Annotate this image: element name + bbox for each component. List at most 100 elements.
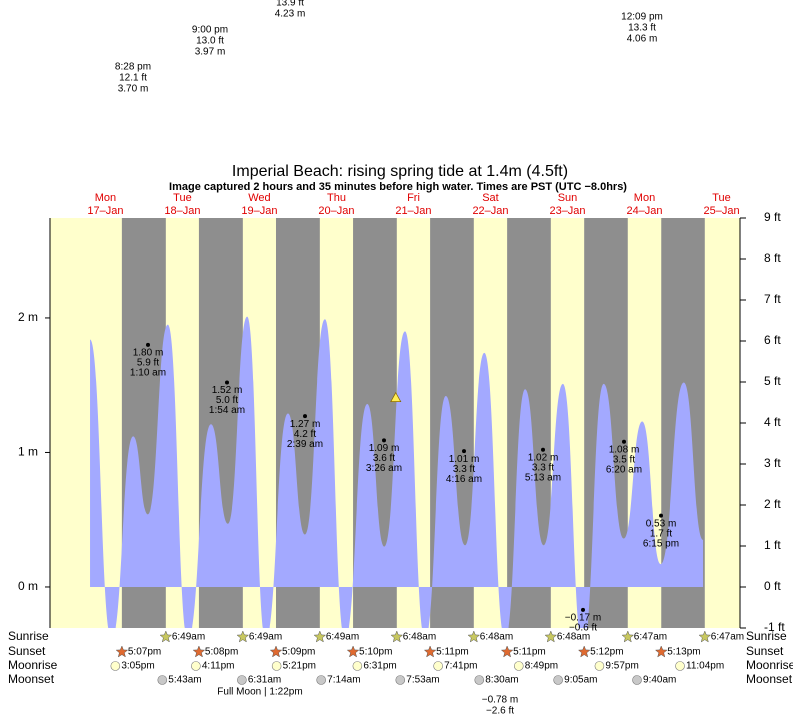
- low-ft-label: 5.0 ft: [216, 395, 238, 406]
- day-name: Wed: [248, 192, 270, 204]
- low-m-label: 1.27 m: [290, 419, 321, 430]
- row-label: Moonrise: [8, 658, 58, 672]
- sunset-time: 5:13pm: [667, 647, 700, 658]
- moonset-time: 7:53am: [406, 675, 439, 686]
- day-date: 19–Jan: [241, 205, 277, 217]
- high-m-label: 3.70 m: [118, 84, 149, 95]
- high-ft-label: 13.3 ft: [628, 23, 656, 34]
- moonrise-time: 11:04pm: [686, 661, 724, 672]
- sun-icon: [467, 630, 481, 643]
- sunset-time: 5:09pm: [282, 647, 315, 658]
- now-marker: [390, 391, 402, 403]
- low-ft-label: −0.6 ft: [569, 622, 597, 633]
- day-name: Tue: [173, 192, 192, 204]
- day-name: Tue: [712, 192, 731, 204]
- low-m-label: 1.09 m: [369, 443, 400, 454]
- low-dot: [146, 342, 150, 347]
- y2-tick-label: 8 ft: [764, 251, 781, 265]
- moonrise-icon: [191, 661, 201, 671]
- sunrise-time: 6:48am: [480, 632, 513, 643]
- low-dot: [462, 449, 466, 454]
- low-m-label: −0.17 m: [565, 612, 601, 623]
- row-label: Sunset: [8, 644, 46, 658]
- low-ft-label: 4.2 ft: [294, 429, 316, 440]
- low-dot: [382, 438, 386, 443]
- low-time-label: 1:54 am: [209, 405, 245, 416]
- moonset-icon: [237, 675, 247, 685]
- moonrise-time: 5:21pm: [283, 661, 316, 672]
- moonrise-icon: [271, 661, 282, 671]
- day-date: 21–Jan: [395, 205, 431, 217]
- low-time-label: 6:15 pm: [643, 538, 679, 549]
- sun-icon: [390, 630, 404, 643]
- day-name: Sat: [482, 192, 499, 204]
- y2-tick-label: 2 ft: [764, 497, 781, 511]
- off-low-ft: −2.6 ft: [486, 706, 514, 714]
- moonset-icon: [157, 675, 168, 685]
- sun-icon: [192, 645, 206, 658]
- low-time-label: 1:10 am: [130, 367, 166, 378]
- y2-tick-label: 9 ft: [764, 210, 781, 224]
- moonset-icon: [553, 675, 563, 685]
- moonset-time: 9:40am: [643, 675, 676, 686]
- sun-icon: [346, 645, 360, 658]
- moonset-time: 8:30am: [485, 675, 518, 686]
- moonrise-time: 4:11pm: [202, 661, 235, 672]
- high-ft-label: 12.1 ft: [119, 73, 147, 84]
- chart-subtitle: Image captured 2 hours and 35 minutes be…: [169, 181, 627, 193]
- y-tick-label: 0 m: [18, 579, 38, 593]
- high-ft-label: 13.0 ft: [196, 36, 224, 47]
- sunset-time: 5:12pm: [590, 647, 623, 658]
- row-label: Moonset: [746, 672, 793, 686]
- row-label: Moonrise: [746, 658, 793, 672]
- full-moon-note: Full Moon | 1:22pm: [217, 687, 302, 698]
- high-time-label: 9:00 pm: [192, 25, 228, 36]
- low-m-label: 1.52 m: [212, 385, 243, 396]
- sun-icon: [269, 645, 283, 658]
- low-ft-label: 1.7 ft: [650, 528, 672, 539]
- sun-icon: [423, 645, 437, 658]
- moonset-time: 7:14am: [327, 675, 360, 686]
- low-dot: [225, 380, 229, 385]
- moonrise-icon: [594, 661, 605, 671]
- moonset-icon: [632, 675, 642, 685]
- low-dot: [541, 447, 545, 452]
- y2-tick-label: 6 ft: [764, 333, 781, 347]
- moonset-icon: [395, 675, 406, 685]
- sunrise-time: 6:48am: [403, 632, 436, 643]
- y2-tick-label: 7 ft: [764, 292, 781, 306]
- low-m-label: 1.08 m: [609, 444, 640, 455]
- day-date: 17–Jan: [87, 205, 123, 217]
- sun-icon: [698, 630, 712, 643]
- low-time-label: 4:16 am: [446, 474, 482, 485]
- low-time-label: 2:39 am: [287, 439, 323, 450]
- moonrise-icon: [433, 661, 443, 671]
- day-date: 18–Jan: [164, 205, 200, 217]
- row-label: Sunset: [746, 644, 784, 658]
- moonrise-time: 6:31pm: [363, 661, 396, 672]
- sun-icon: [621, 630, 635, 643]
- y2-tick-label: 0 ft: [764, 579, 781, 593]
- moonset-time: 9:05am: [564, 675, 597, 686]
- sunrise-time: 6:48am: [557, 632, 590, 643]
- row-label: Sunrise: [746, 629, 787, 643]
- low-time-label: 6:20 am: [606, 464, 642, 475]
- moonrise-time: 7:41pm: [444, 661, 477, 672]
- day-date: 23–Jan: [549, 205, 585, 217]
- day-name: Mon: [95, 192, 116, 204]
- low-dot: [581, 607, 585, 612]
- y2-tick-label: 1 ft: [764, 538, 781, 552]
- moonrise-icon: [675, 661, 685, 671]
- low-dot: [659, 513, 663, 518]
- low-ft-label: 3.3 ft: [532, 462, 554, 473]
- low-ft-label: 3.6 ft: [373, 453, 395, 464]
- low-dot: [622, 439, 626, 444]
- high-ft-label: 13.9 ft: [276, 0, 304, 9]
- moonrise-icon: [352, 661, 363, 671]
- tide-area: [90, 316, 704, 628]
- sunset-time: 5:11pm: [436, 647, 469, 658]
- day-name: Fri: [407, 192, 420, 204]
- sunrise-time: 6:49am: [326, 632, 359, 643]
- y2-tick-label: 3 ft: [764, 456, 781, 470]
